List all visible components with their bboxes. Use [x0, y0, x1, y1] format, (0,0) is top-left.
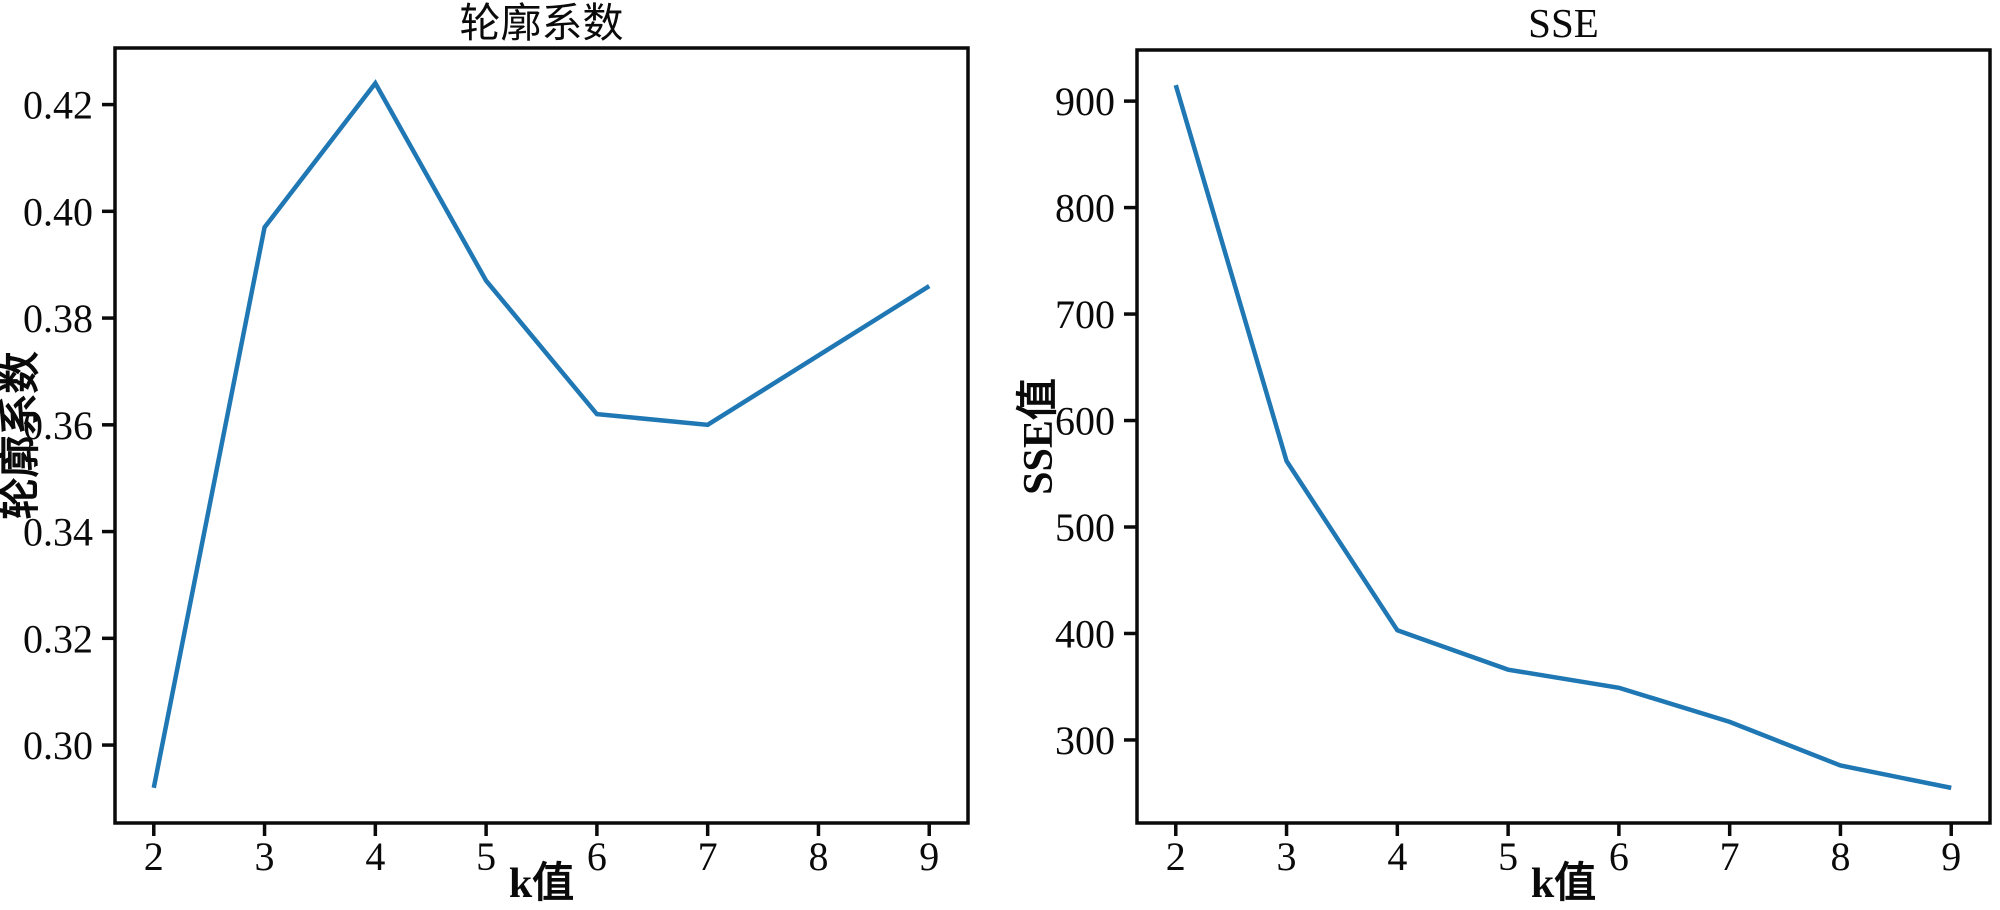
- x-tick-label: 6: [1609, 834, 1629, 879]
- x-tick-label: 3: [255, 834, 275, 879]
- x-tick-label: 9: [1941, 834, 1961, 879]
- plot-border: [1135, 48, 1992, 825]
- x-tick-label: 5: [1498, 834, 1518, 879]
- y-tick-label: 900: [1055, 79, 1115, 124]
- x-tick-label: 2: [144, 834, 164, 879]
- chart-title: 轮廓系数: [460, 0, 624, 46]
- chart-canvas: 2 3 4 5 6 7 8 9 0.30 0.32 0.34 0.36 0.38 0.40 0.42 轮廓系数…: [0, 0, 970, 907]
- x-tick-label: 5: [476, 834, 496, 879]
- y-tick-label: 300: [1055, 718, 1115, 763]
- y-tick-label: 400: [1055, 611, 1115, 656]
- y-tick-label: 800: [1055, 186, 1115, 231]
- y-tick-label: 0.42: [23, 83, 93, 128]
- y-tick-label: 0.38: [23, 296, 93, 341]
- x-tick-label: 4: [365, 834, 385, 879]
- data-line: [1173, 84, 1952, 791]
- y-tick-label: 0.36: [23, 403, 93, 448]
- x-tick-label: 8: [1830, 834, 1850, 879]
- x-tick-label: 2: [1166, 834, 1186, 879]
- y-axis-label: SSE值: [1015, 378, 1062, 495]
- y-tick-label: 0.32: [23, 616, 93, 661]
- y-tick-label: 500: [1055, 505, 1115, 550]
- x-tick-label: 4: [1387, 834, 1407, 879]
- chart-title: SSE: [1528, 0, 1599, 46]
- y-tick-label: 700: [1055, 292, 1115, 337]
- x-axis-label: k值: [1531, 860, 1596, 907]
- x-tick-label: 3: [1277, 834, 1297, 879]
- y-axis-label: 轮廓系数: [0, 351, 44, 519]
- x-tick-label: 8: [808, 834, 828, 879]
- sse-elbow-chart: 2 3 4 5 6 7 8 9 300 400 500 600 700 800 900 SSE k值 SSE值: [1000, 0, 2000, 910]
- y-tick-label: 0.34: [23, 510, 93, 555]
- x-tick-label: 7: [1720, 834, 1740, 879]
- x-tick-label: 7: [698, 834, 718, 879]
- silhouette-coefficient-chart: 2 3 4 5 6 7 8 9 0.30 0.32 0.34 0.36 0.38 0.40 0.42 轮廓系数…: [0, 0, 970, 907]
- chart-canvas: 2 3 4 5 6 7 8 9 300 400 500 600 700 800 900 SSE k值 SSE值: [1015, 0, 1992, 907]
- plot-border: [113, 46, 970, 825]
- x-tick-label: 9: [919, 834, 939, 879]
- y-tick-label: 0.30: [23, 723, 93, 768]
- y-tick-label: 600: [1055, 399, 1115, 444]
- y-tick-label: 0.40: [23, 189, 93, 234]
- x-axis-label: k值: [509, 860, 574, 907]
- x-tick-label: 6: [587, 834, 607, 879]
- data-line: [151, 79, 931, 789]
